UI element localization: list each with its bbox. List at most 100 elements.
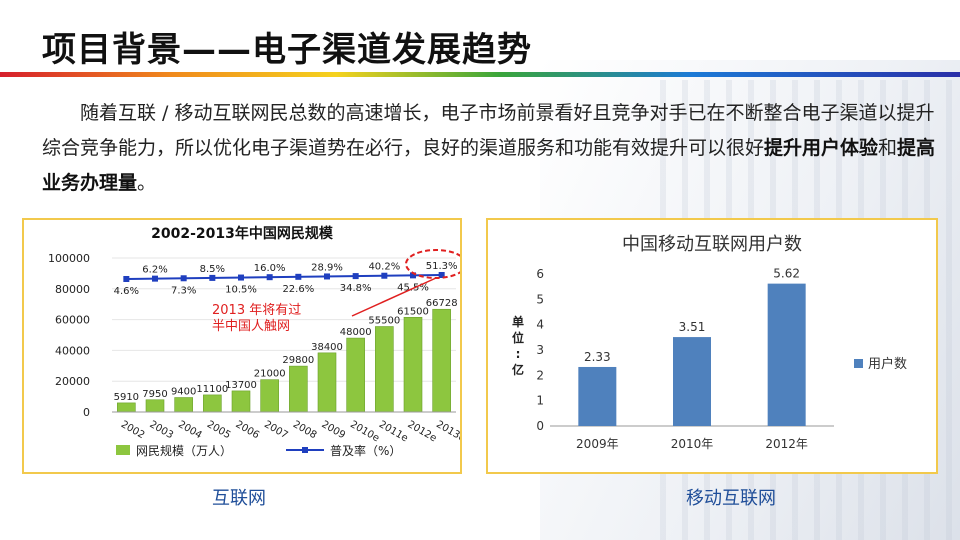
chart1-bar-label: 55500 bbox=[368, 316, 400, 327]
chart2-y-axis-label: : bbox=[516, 347, 521, 361]
chart1-bar bbox=[346, 337, 365, 413]
chart1-x-tick: 2007 bbox=[262, 419, 290, 441]
chart1-legend: 网民规模（万人） 普及率（%） bbox=[116, 443, 401, 458]
chart2-y-tick: 0 bbox=[536, 419, 544, 433]
chart2-title: 中国移动互联网用户数 bbox=[622, 234, 802, 255]
chart1-rate-marker bbox=[123, 276, 130, 282]
chart1-x-tick: 2009 bbox=[320, 419, 348, 441]
chart1-rate-marker bbox=[152, 275, 158, 282]
chart1-bar-label: 48000 bbox=[340, 327, 372, 338]
callout-pointer bbox=[351, 277, 437, 317]
chart1-bar bbox=[289, 365, 308, 413]
legend-label-mobile-users: 用户数 bbox=[868, 356, 907, 372]
chart1-bar-label: 7950 bbox=[142, 389, 167, 400]
chart1-x-tick: 2013e bbox=[434, 419, 460, 444]
chart2-value-label: 3.51 bbox=[679, 320, 706, 334]
chart1-rate-marker bbox=[180, 275, 187, 282]
chart1-rate-marker bbox=[324, 273, 330, 280]
chart1-rate-marker bbox=[352, 273, 359, 280]
chart1-rate-label: 4.6% bbox=[114, 286, 139, 297]
chart1-rate-marker bbox=[410, 272, 416, 279]
chart1-bar bbox=[117, 402, 136, 413]
intro-paragraph: 随着互联 / 移动互联网民总数的高速增长，电子市场前景看好且竞争对手已在不断整合… bbox=[42, 96, 942, 201]
legend-swatch-rate-marker bbox=[302, 447, 308, 453]
legend-swatch-mobile-users bbox=[854, 359, 863, 368]
slide-title: 项目背景——电子渠道发展趋势 bbox=[42, 30, 532, 70]
chart1-rate-label: 28.9% bbox=[311, 262, 343, 273]
chart1-rate-label: 22.6% bbox=[282, 284, 314, 295]
caption-internet: 互联网 bbox=[212, 488, 266, 509]
chart1-rate-marker bbox=[209, 274, 216, 281]
chart2-bar bbox=[767, 283, 806, 426]
chart2-x-tick: 2010年 bbox=[671, 437, 714, 451]
chart1-rate-line bbox=[126, 274, 442, 280]
chart1-bar-label: 38400 bbox=[311, 342, 343, 353]
chart1-rate-label: 34.8% bbox=[340, 283, 372, 294]
chart1-bar bbox=[317, 352, 337, 413]
chart2-y-tick: 2 bbox=[536, 368, 544, 382]
chart1-bar bbox=[432, 308, 451, 413]
chart2-legend: 用户数 bbox=[854, 356, 907, 372]
chart1-bar bbox=[174, 397, 193, 413]
chart1-x-tick: 2012e bbox=[406, 419, 439, 444]
chart1-bar-label: 66728 bbox=[426, 298, 458, 309]
chart1-rate-label: 51.3% bbox=[426, 261, 458, 272]
internet-chart-panel: 2002-2013年中国网民规模 0 20000 40000 60000 80000 10… bbox=[22, 218, 467, 474]
chart1-rate-marker bbox=[381, 272, 388, 279]
intro-period: 。 bbox=[137, 172, 157, 194]
chart1-bar-label: 29800 bbox=[282, 355, 314, 366]
internet-users-chart: 2002-2013年中国网民规模 0 20000 40000 60000 80000 10… bbox=[48, 225, 467, 458]
chart1-y-tick: 60000 bbox=[55, 314, 90, 327]
chart1-bar-label: 21000 bbox=[254, 369, 286, 380]
title-underline bbox=[0, 72, 960, 77]
chart1-bar-label: 11100 bbox=[196, 384, 228, 395]
chart1-rate-label: 7.3% bbox=[171, 285, 196, 296]
chart1-y-tick: 0 bbox=[83, 406, 90, 419]
chart1-bar bbox=[260, 379, 279, 413]
chart1-bar-label: 9400 bbox=[171, 387, 196, 398]
legend-label-rate: 普及率（%） bbox=[330, 443, 401, 458]
chart1-y-tick: 80000 bbox=[55, 283, 90, 296]
chart1-y-tick: 100000 bbox=[48, 252, 90, 265]
chart1-y-tick: 20000 bbox=[55, 375, 90, 388]
intro-bold-business-volume: 提高业务办理量 bbox=[42, 137, 936, 194]
chart2-y-tick: 1 bbox=[536, 394, 544, 408]
chart1-bar-label: 5910 bbox=[114, 392, 139, 403]
chart1-rate-label: 6.2% bbox=[142, 265, 167, 276]
chart2-y-tick: 4 bbox=[536, 318, 544, 332]
chart2-y-axis-label: 单 bbox=[512, 314, 524, 329]
intro-connector: 和 bbox=[878, 137, 898, 159]
chart2-y-axis-label: 亿 bbox=[512, 362, 524, 377]
intro-bold-user-experience: 提升用户体验 bbox=[764, 137, 879, 159]
chart2-y-tick: 6 bbox=[536, 267, 544, 281]
chart2-value-label: 2.33 bbox=[584, 350, 611, 364]
chart1-rate-marker bbox=[438, 272, 445, 278]
chart2-bar bbox=[578, 366, 617, 426]
chart1-bar-label: 61500 bbox=[397, 306, 429, 317]
caption-mobile-internet: 移动互联网 bbox=[686, 488, 776, 509]
legend-swatch-users bbox=[116, 445, 130, 455]
mobile-chart-panel: 中国移动互联网用户数 单位:亿 0 1 2 3 4 5 6 2.33 3.51 5.62 200… bbox=[486, 218, 938, 474]
chart1-bar bbox=[231, 390, 251, 413]
chart2-y-tick: 3 bbox=[536, 343, 544, 357]
chart1-y-tick: 40000 bbox=[55, 344, 90, 357]
chart1-x-tick: 2011e bbox=[377, 419, 410, 444]
chart1-rate-label: 16.0% bbox=[254, 263, 286, 274]
chart2-bar bbox=[673, 337, 711, 426]
chart1-x-tick: 2010e bbox=[348, 419, 381, 444]
chart1-rate-marker bbox=[238, 274, 244, 281]
chart1-x-tick: 2004 bbox=[176, 419, 204, 441]
chart1-x-tick: 2005 bbox=[205, 419, 233, 441]
chart2-y-axis-label: 位 bbox=[512, 330, 524, 345]
intro-text: 随着互联 / 移动互联网民总数的高速增长，电子市场前景看好且竞争对手已在不断整合… bbox=[42, 102, 935, 159]
chart1-rate-marker bbox=[295, 273, 302, 280]
mobile-users-chart: 中国移动互联网用户数 单位:亿 0 1 2 3 4 5 6 2.33 3.51 5.62 200… bbox=[512, 234, 907, 451]
chart2-value-label: 5.62 bbox=[773, 267, 800, 281]
chart1-rate-label: 10.5% bbox=[225, 285, 257, 296]
chart1-title: 2002-2013年中国网民规模 bbox=[151, 225, 334, 242]
legend-label-users: 网民规模（万人） bbox=[136, 443, 232, 458]
chart1-rate-label: 40.2% bbox=[368, 262, 400, 273]
chart1-bar bbox=[375, 326, 394, 413]
chart1-rate-label: 8.5% bbox=[200, 264, 225, 275]
chart1-x-tick: 2002 bbox=[119, 419, 147, 441]
